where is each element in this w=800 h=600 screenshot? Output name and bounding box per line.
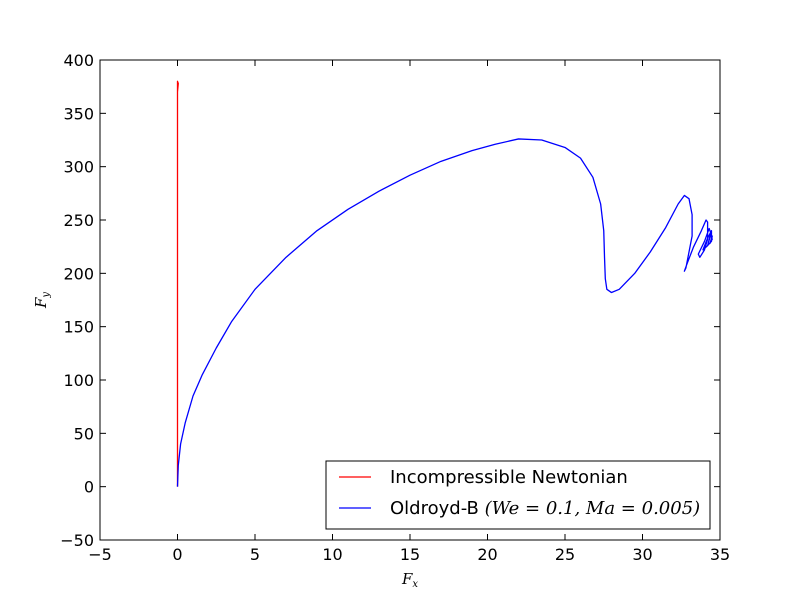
x-tick-label: 35 (710, 545, 730, 564)
y-axis-label: Fy (32, 292, 52, 309)
x-tick-label: 10 (322, 545, 342, 564)
y-tick-label: 50 (74, 424, 94, 443)
x-tick-label: 5 (250, 545, 260, 564)
y-tick-label: 400 (63, 51, 94, 70)
y-tick-label: 150 (63, 318, 94, 337)
y-tick-label: 0 (84, 478, 94, 497)
y-tick-label: 100 (63, 371, 94, 390)
x-tick-label: 25 (555, 545, 575, 564)
x-axis-label: Fx (401, 570, 418, 590)
legend-label-oldroyd: Oldroyd-B (We = 0.1, Ma = 0.005) (390, 498, 700, 519)
plot-area: −5 0 5 10 15 20 25 30 35−50050100150200250300350… (60, 51, 730, 564)
x-tick-label: 15 (400, 545, 420, 564)
y-tick-label: 350 (63, 104, 94, 123)
y-tick-label: −50 (60, 531, 94, 550)
y-tick-label: 250 (63, 211, 94, 230)
legend: Incompressible Newtonian Oldroyd-B (We =… (325, 460, 711, 530)
x-tick-label: −5 (88, 545, 112, 564)
y-tick-label: 300 (63, 158, 94, 177)
x-tick-label: 0 (172, 545, 182, 564)
y-tick-label: 200 (63, 264, 94, 283)
x-tick-label: 20 (477, 545, 497, 564)
series-line-0 (176, 80, 179, 487)
legend-box (325, 460, 711, 530)
legend-label-newtonian: Incompressible Newtonian (390, 467, 628, 488)
x-tick-label: 30 (632, 545, 652, 564)
series-line-1 (176, 138, 713, 487)
